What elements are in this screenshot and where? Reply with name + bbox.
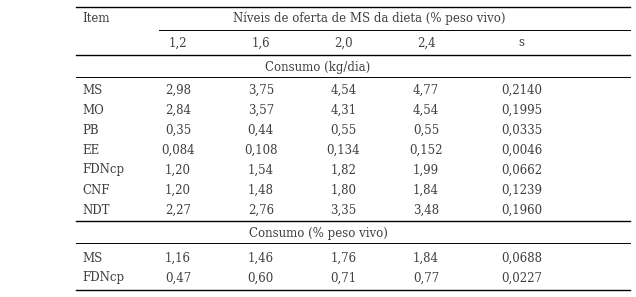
Text: MS: MS: [83, 252, 103, 265]
Text: Item: Item: [83, 12, 110, 24]
Text: 0,1995: 0,1995: [501, 103, 542, 116]
Text: 3,35: 3,35: [330, 203, 357, 217]
Text: 0,47: 0,47: [165, 271, 191, 285]
Text: 0,0688: 0,0688: [501, 252, 542, 265]
Text: 0,0662: 0,0662: [501, 164, 542, 176]
Text: 0,35: 0,35: [165, 124, 191, 137]
Text: MS: MS: [83, 83, 103, 97]
Text: 2,4: 2,4: [417, 37, 436, 50]
Text: Consumo (kg/dia): Consumo (kg/dia): [265, 61, 371, 73]
Text: 1,99: 1,99: [413, 164, 439, 176]
Text: 0,1239: 0,1239: [501, 184, 542, 197]
Text: 0,152: 0,152: [410, 143, 443, 157]
Text: NDT: NDT: [83, 203, 110, 217]
Text: 2,27: 2,27: [165, 203, 191, 217]
Text: 1,6: 1,6: [251, 37, 270, 50]
Text: 1,76: 1,76: [330, 252, 357, 265]
Text: 4,54: 4,54: [330, 83, 357, 97]
Text: 2,76: 2,76: [247, 203, 274, 217]
Text: 0,0335: 0,0335: [501, 124, 542, 137]
Text: 0,108: 0,108: [244, 143, 277, 157]
Text: 0,55: 0,55: [330, 124, 357, 137]
Text: 0,77: 0,77: [413, 271, 439, 285]
Text: 1,82: 1,82: [331, 164, 356, 176]
Text: 3,57: 3,57: [247, 103, 274, 116]
Text: 2,0: 2,0: [334, 37, 353, 50]
Text: 1,20: 1,20: [165, 164, 191, 176]
Text: 1,80: 1,80: [331, 184, 356, 197]
Text: 3,48: 3,48: [413, 203, 439, 217]
Text: s: s: [518, 37, 525, 50]
Text: 2,84: 2,84: [165, 103, 191, 116]
Text: FDNcp: FDNcp: [83, 271, 125, 285]
Text: 0,0227: 0,0227: [501, 271, 542, 285]
Text: PB: PB: [83, 124, 99, 137]
Text: 0,1960: 0,1960: [501, 203, 542, 217]
Text: 0,60: 0,60: [247, 271, 274, 285]
Text: 2,98: 2,98: [165, 83, 191, 97]
Text: 3,75: 3,75: [247, 83, 274, 97]
Text: 1,54: 1,54: [247, 164, 274, 176]
Text: MO: MO: [83, 103, 104, 116]
Text: 1,46: 1,46: [247, 252, 274, 265]
Text: 0,084: 0,084: [162, 143, 195, 157]
Text: 0,2140: 0,2140: [501, 83, 542, 97]
Text: 1,16: 1,16: [165, 252, 191, 265]
Text: 4,31: 4,31: [330, 103, 357, 116]
Text: 4,77: 4,77: [413, 83, 439, 97]
Text: 0,44: 0,44: [247, 124, 274, 137]
Text: 1,84: 1,84: [413, 252, 439, 265]
Text: 0,55: 0,55: [413, 124, 439, 137]
Text: Níveis de oferta de MS da dieta (% peso vivo): Níveis de oferta de MS da dieta (% peso …: [233, 11, 505, 25]
Text: 0,71: 0,71: [330, 271, 357, 285]
Text: 0,0046: 0,0046: [501, 143, 542, 157]
Text: 4,54: 4,54: [413, 103, 439, 116]
Text: FDNcp: FDNcp: [83, 164, 125, 176]
Text: 1,2: 1,2: [169, 37, 188, 50]
Text: 0,134: 0,134: [327, 143, 360, 157]
Text: 1,20: 1,20: [165, 184, 191, 197]
Text: CNF: CNF: [83, 184, 110, 197]
Text: 1,48: 1,48: [248, 184, 273, 197]
Text: EE: EE: [83, 143, 100, 157]
Text: 1,84: 1,84: [413, 184, 439, 197]
Text: Consumo (% peso vivo): Consumo (% peso vivo): [249, 227, 387, 239]
